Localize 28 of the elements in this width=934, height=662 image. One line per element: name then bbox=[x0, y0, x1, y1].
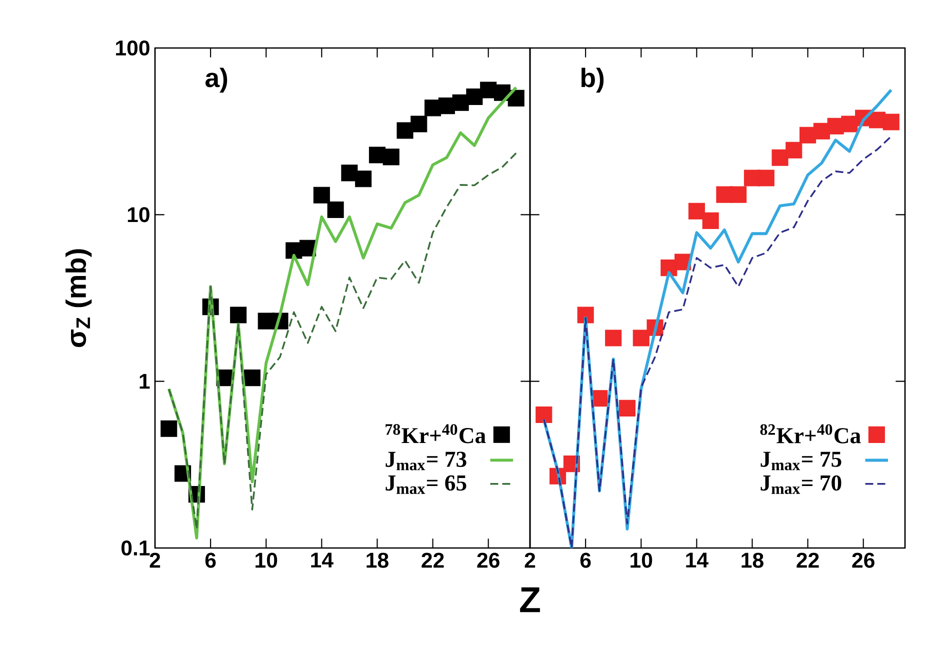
legend-label: J$_{max}$= 70 bbox=[760, 475, 842, 494]
legend-label: J$_{max}$= 65 bbox=[386, 475, 466, 494]
x-tick-label: 6 bbox=[580, 552, 591, 568]
x-tick-label: 26 bbox=[852, 552, 874, 568]
x-axis-title: Z bbox=[520, 587, 540, 612]
x-tick-label: 18 bbox=[366, 552, 388, 568]
x-tick-label: 14 bbox=[686, 552, 708, 568]
x-tick-label: 14 bbox=[311, 552, 334, 568]
y-axis-title: σ$_{Z}$ (mb) bbox=[66, 249, 92, 348]
y-tick-label: 1 bbox=[140, 374, 150, 389]
x-tick-label: 22 bbox=[422, 552, 444, 568]
legend-label: $^{82}$Kr+$^{40}$Ca bbox=[760, 424, 861, 444]
x-tick-label: 10 bbox=[256, 552, 278, 568]
legend-label: $^{78}$Kr+$^{40}$Ca bbox=[386, 424, 486, 444]
annotation: a) bbox=[205, 68, 228, 93]
y-tick-label: 100 bbox=[116, 40, 150, 56]
x-tick-label: 6 bbox=[205, 552, 216, 568]
x-tick-label: 2 bbox=[150, 552, 160, 568]
legend-label: J$_{max}$= 73 bbox=[386, 452, 466, 470]
x-tick-label: 22 bbox=[796, 552, 819, 568]
y-tick-label: 10 bbox=[128, 207, 150, 222]
x-tick-label: 10 bbox=[630, 552, 652, 568]
y-tick-label: 0.1 bbox=[121, 540, 150, 556]
x-tick-label: 2 bbox=[524, 552, 536, 568]
x-tick-label: 18 bbox=[742, 552, 764, 568]
annotation: b) bbox=[581, 68, 604, 93]
legend-label: J$_{max}$= 75 bbox=[760, 452, 842, 470]
x-tick-label: 26 bbox=[477, 552, 500, 568]
